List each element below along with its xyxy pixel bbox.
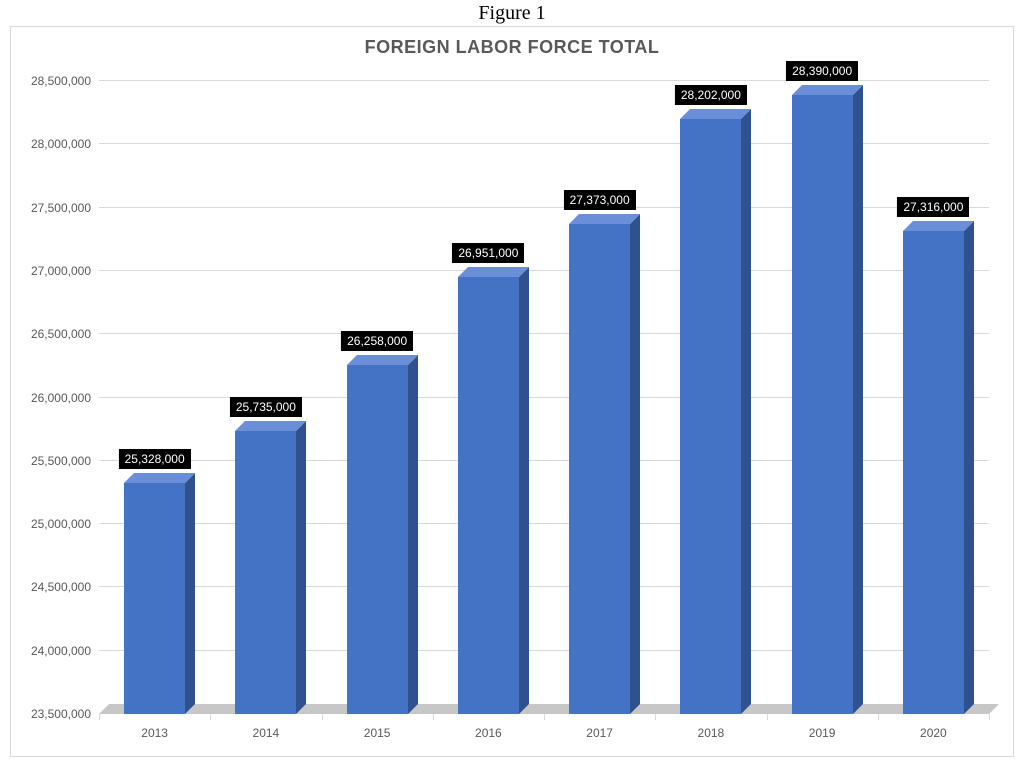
bar: 28,390,000 [792, 95, 853, 714]
bar: 27,316,000 [903, 231, 964, 714]
data-label: 26,951,000 [452, 243, 524, 263]
bar-front [347, 365, 408, 714]
data-label: 25,328,000 [119, 449, 191, 469]
x-axis-label: 2015 [364, 726, 391, 740]
bar-top [347, 355, 418, 365]
x-axis-label: 2016 [475, 726, 502, 740]
x-axis-label: 2018 [698, 726, 725, 740]
plot-area: 23,500,00024,000,00024,500,00025,000,000… [99, 81, 989, 714]
bar-side [185, 473, 195, 714]
chart-title: FOREIGN LABOR FORCE TOTAL [11, 27, 1013, 62]
bar-top [903, 221, 974, 231]
y-axis-label: 27,500,000 [31, 201, 91, 215]
bar-side [853, 85, 863, 714]
bar-front [680, 119, 741, 714]
data-label: 27,316,000 [897, 197, 969, 217]
x-tick-mark [433, 714, 434, 720]
y-axis-label: 25,000,000 [31, 517, 91, 531]
data-label: 26,258,000 [341, 331, 413, 351]
y-axis-label: 28,000,000 [31, 137, 91, 151]
y-axis-label: 27,000,000 [31, 264, 91, 278]
y-axis-label: 26,500,000 [31, 327, 91, 341]
x-axis-label: 2020 [920, 726, 947, 740]
x-axis-label: 2017 [586, 726, 613, 740]
x-tick-mark [544, 714, 545, 720]
x-tick-mark [99, 714, 100, 720]
data-label: 28,390,000 [786, 61, 858, 81]
bar-front [458, 277, 519, 714]
bar: 28,202,000 [680, 119, 741, 714]
data-label: 27,373,000 [564, 190, 636, 210]
bar: 25,735,000 [235, 431, 296, 714]
bar-side [964, 221, 974, 714]
bar-side [519, 267, 529, 714]
y-axis-label: 24,000,000 [31, 644, 91, 658]
bar-top [235, 421, 306, 431]
y-axis-label: 24,500,000 [31, 580, 91, 594]
bar-side [741, 109, 751, 714]
x-tick-mark [655, 714, 656, 720]
figure-caption: Figure 1 [0, 0, 1024, 25]
bar-top [458, 267, 529, 277]
x-axis-label: 2013 [141, 726, 168, 740]
bar-side [296, 421, 306, 714]
bar: 27,373,000 [569, 224, 630, 714]
data-label: 25,735,000 [230, 397, 302, 417]
x-tick-mark [322, 714, 323, 720]
bar-front [124, 483, 185, 714]
bar-top [680, 109, 751, 119]
data-label: 28,202,000 [675, 85, 747, 105]
bar-front [903, 231, 964, 714]
x-tick-mark [989, 714, 990, 720]
bar-front [569, 224, 630, 714]
figure-wrapper: Figure 1 FOREIGN LABOR FORCE TOTAL 23,50… [0, 0, 1024, 765]
bar-front [792, 95, 853, 714]
bar-front [235, 431, 296, 714]
chart-floor [99, 704, 999, 714]
bar-top [569, 214, 640, 224]
bar-side [408, 355, 418, 714]
chart-container: FOREIGN LABOR FORCE TOTAL 23,500,00024,0… [10, 26, 1014, 757]
x-axis-label: 2014 [253, 726, 280, 740]
y-axis-label: 25,500,000 [31, 454, 91, 468]
bar: 26,258,000 [347, 365, 408, 714]
bar: 26,951,000 [458, 277, 519, 714]
x-axis-label: 2019 [809, 726, 836, 740]
x-tick-mark [767, 714, 768, 720]
bar: 25,328,000 [124, 483, 185, 714]
x-tick-mark [878, 714, 879, 720]
y-axis-label: 26,000,000 [31, 391, 91, 405]
y-axis-label: 23,500,000 [31, 707, 91, 721]
bar-top [792, 85, 863, 95]
x-tick-mark [210, 714, 211, 720]
bar-side [630, 214, 640, 714]
y-axis-label: 28,500,000 [31, 74, 91, 88]
bar-top [124, 473, 195, 483]
